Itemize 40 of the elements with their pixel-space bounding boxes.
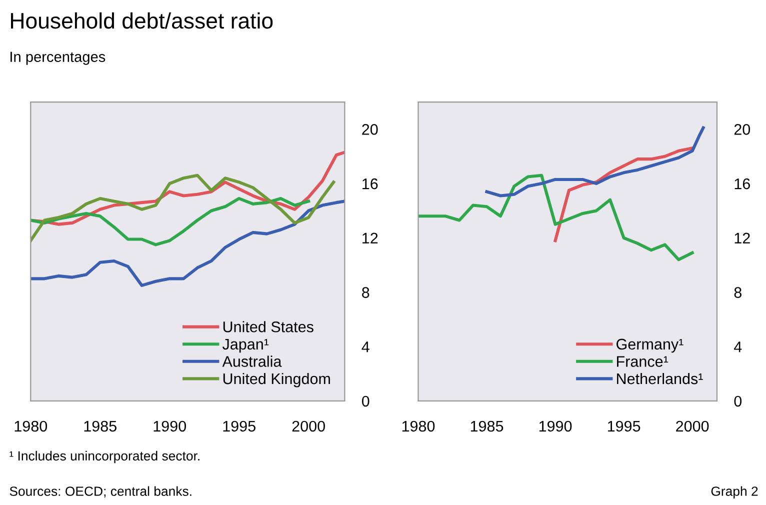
- x-tick-label: 1985: [470, 420, 504, 432]
- line-series: [30, 200, 345, 287]
- x-tick-label: 2000: [292, 420, 325, 432]
- line-series: [30, 174, 336, 242]
- legend-label: Japan¹: [222, 338, 269, 353]
- y-tick-label: 8: [362, 287, 370, 298]
- y-tick-label: 16: [362, 178, 378, 190]
- legend-label: United States: [223, 321, 314, 332]
- line-series: [485, 126, 705, 198]
- caption: Graph 2: [711, 486, 758, 499]
- line-series: [554, 146, 694, 242]
- y-tick-label: 12: [362, 232, 378, 244]
- y-tick-label: 20: [362, 124, 378, 135]
- legend-label: France¹: [617, 356, 668, 367]
- y-tick-label: 12: [734, 232, 750, 244]
- x-tick-label: 1980: [402, 420, 435, 432]
- x-tick-label: 1980: [14, 420, 48, 432]
- x-tick-label: 1995: [223, 420, 256, 432]
- line-series: [418, 174, 694, 262]
- legend-label: Netherlands¹: [617, 372, 703, 384]
- legend-label: Germany¹: [616, 338, 684, 353]
- source-note: Sources: OECD; central banks.: [10, 486, 192, 498]
- y-tick-label: 8: [734, 287, 742, 298]
- y-tick-label: 0: [362, 396, 370, 407]
- y-tick-label: 20: [734, 124, 750, 135]
- chart-subtitle: In percentages: [10, 52, 106, 65]
- legend-label: United Kingdom: [223, 372, 330, 388]
- text: ¹ Includes unincorporated sector.: [10, 450, 200, 464]
- y-tick-label: 4: [362, 342, 370, 352]
- line-series: [30, 196, 310, 246]
- legend-label: Australia: [222, 356, 282, 367]
- x-tick-label: 1995: [608, 420, 640, 432]
- chart-title: Household debt/asset ratio: [11, 12, 273, 29]
- x-tick-label: 1990: [154, 420, 186, 432]
- x-tick-label: 1990: [539, 420, 572, 432]
- y-tick-label: 4: [734, 342, 742, 352]
- y-tick-label: 16: [734, 178, 750, 190]
- x-tick-label: 2000: [676, 420, 709, 432]
- y-tick-label: 0: [734, 396, 742, 407]
- x-tick-label: 1985: [84, 420, 116, 432]
